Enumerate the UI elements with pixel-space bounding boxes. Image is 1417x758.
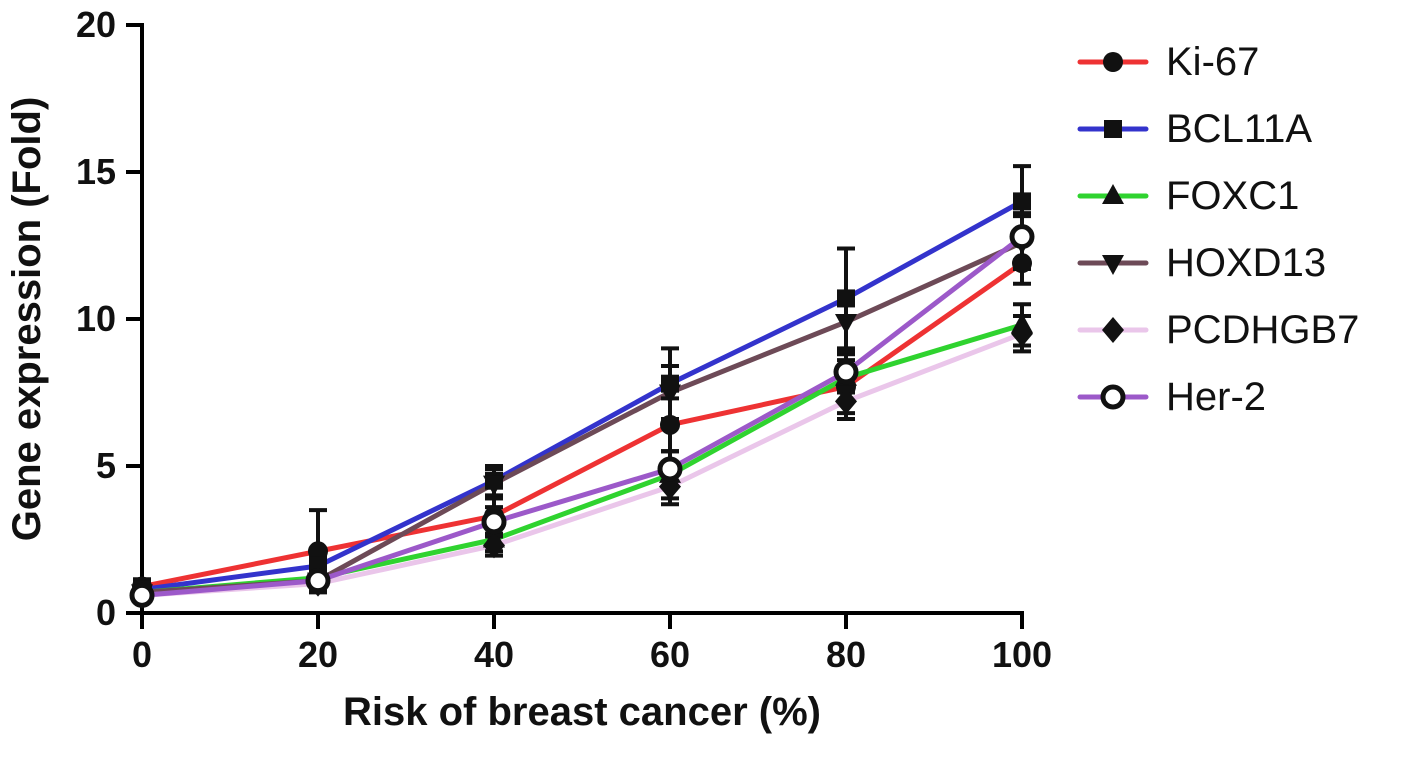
legend-item-Her-2: Her-2 [1077, 375, 1266, 419]
x-tick-label: 0 [132, 634, 152, 675]
legend-marker [1103, 52, 1123, 72]
data-point-marker [1013, 192, 1031, 211]
data-point-marker [659, 384, 681, 405]
legend-item-Ki-67: Ki-67 [1077, 40, 1259, 84]
markers-Her-2 [129, 224, 1035, 608]
data-point-marker [129, 582, 155, 608]
data-point-marker [1012, 253, 1032, 274]
legend-marker [1100, 384, 1126, 410]
series-line-Her-2 [139, 234, 1025, 598]
markers-BCL11A [133, 192, 1031, 599]
data-point-marker [483, 475, 505, 496]
legend-label: PCDHGB7 [1166, 308, 1359, 352]
data-point-marker [835, 388, 857, 415]
markers-FOXC1 [131, 312, 1033, 601]
legend-label: Ki-67 [1166, 40, 1259, 84]
legend-item-PCDHGB7: PCDHGB7 [1077, 308, 1359, 352]
y-axis-title: Gene expression (Fold) [5, 97, 49, 542]
legend-item-FOXC1: FOXC1 [1077, 174, 1299, 218]
legend-label: FOXC1 [1166, 174, 1299, 218]
data-point-marker [837, 289, 855, 308]
data-point-marker [305, 568, 331, 594]
x-tick-label: 100 [992, 634, 1052, 675]
error-bars-Ki-67 [133, 240, 1031, 596]
legend-label: Her-2 [1166, 375, 1266, 419]
x-tick-label: 60 [650, 634, 690, 675]
data-point-marker [660, 414, 680, 435]
x-tick-label: 40 [474, 634, 514, 675]
legend-label: HOXD13 [1166, 241, 1326, 285]
data-point-marker [481, 509, 507, 535]
data-point-marker [657, 456, 683, 482]
data-point-marker [1009, 224, 1035, 250]
legend-marker [1104, 120, 1122, 138]
legend-label: BCL11A [1166, 107, 1312, 151]
data-point-marker [483, 532, 505, 559]
error-bars-PCDHGB7 [133, 314, 1031, 602]
legend-item-BCL11A: BCL11A [1077, 107, 1312, 151]
y-tick-label: 10 [76, 298, 116, 339]
error-bars-FOXC1 [133, 302, 1031, 599]
series-line-HOXD13 [139, 240, 1025, 595]
y-tick-label: 0 [96, 592, 116, 633]
legend-item-HOXD13: HOXD13 [1077, 241, 1326, 285]
data-point-marker [833, 359, 859, 385]
y-tick-label: 15 [76, 151, 116, 192]
series-line-BCL11A [139, 198, 1025, 592]
x-tick-label: 80 [826, 634, 866, 675]
markers-Ki-67 [132, 253, 1032, 597]
x-tick-label: 20 [298, 634, 338, 675]
series-line-Ki-67 [139, 260, 1025, 590]
legend-marker [1102, 317, 1124, 343]
data-point-marker [835, 313, 857, 334]
x-axis-title: Risk of breast cancer (%) [343, 690, 821, 734]
data-point-marker [1011, 320, 1033, 347]
series-line-PCDHGB7 [139, 331, 1025, 598]
legend-marker [1102, 255, 1124, 275]
series-line-FOXC1 [139, 322, 1025, 595]
y-tick-label: 20 [76, 4, 116, 45]
data-point-marker [308, 541, 328, 562]
y-tick-label: 5 [96, 445, 116, 486]
legend-marker [1102, 184, 1124, 204]
axes [140, 23, 1024, 615]
legend: Ki-67 BCL11A FOXC1 HOXD13 PCDHGB7 Her-2 [1077, 40, 1359, 419]
markers-HOXD13 [131, 234, 1033, 605]
